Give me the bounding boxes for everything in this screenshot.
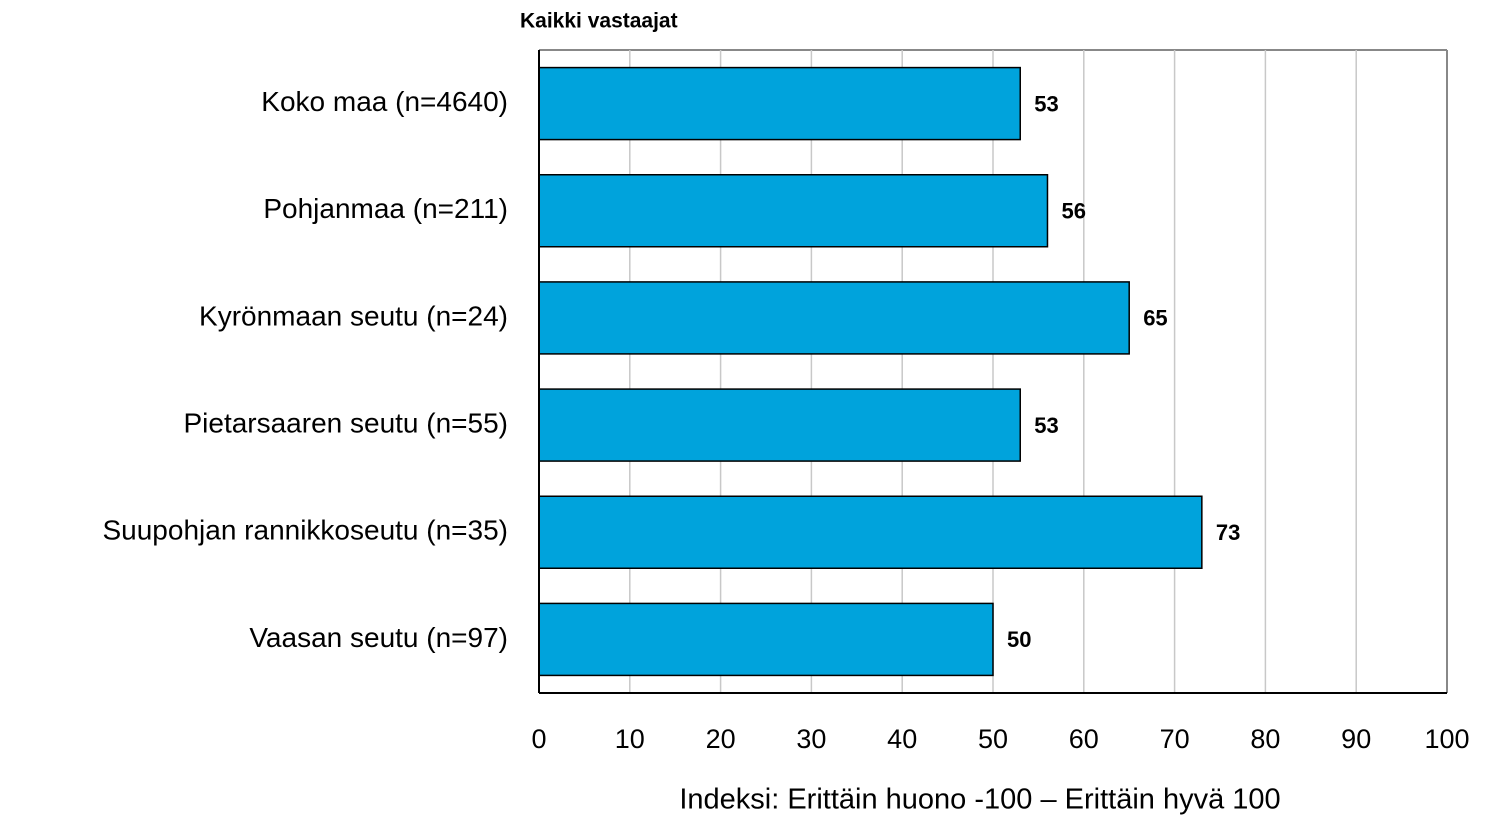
bar xyxy=(538,174,1049,248)
y-tick-label: Pohjanmaa (n=211) xyxy=(263,193,508,224)
x-tick-label: 20 xyxy=(706,724,736,754)
bar xyxy=(538,495,1203,569)
x-axis-label: Indeksi: Erittäin huono -100 – Erittäin … xyxy=(679,784,1280,816)
x-tick-label: 90 xyxy=(1341,724,1371,754)
data-label: 65 xyxy=(1143,306,1167,331)
x-tick-label: 30 xyxy=(796,724,826,754)
y-tick-label: Kyrönmaan seutu (n=24) xyxy=(199,300,508,331)
bar xyxy=(538,388,1021,462)
x-tick-label: 100 xyxy=(1424,724,1469,754)
bar xyxy=(538,281,1130,355)
y-tick-label: Vaasan seutu (n=97) xyxy=(249,622,508,653)
data-label: 73 xyxy=(1216,520,1240,545)
x-tick-label: 0 xyxy=(531,724,546,754)
x-tick-label: 40 xyxy=(887,724,917,754)
x-tick-label: 60 xyxy=(1069,724,1099,754)
y-tick-label: Pietarsaaren seutu (n=55) xyxy=(183,407,508,438)
data-label: 56 xyxy=(1061,199,1085,224)
data-label: 50 xyxy=(1007,627,1031,652)
y-tick-label: Suupohjan rannikkoseutu (n=35) xyxy=(102,515,508,546)
data-label: 53 xyxy=(1034,413,1058,438)
data-label: 53 xyxy=(1034,91,1058,116)
bar xyxy=(538,66,1021,141)
x-tick-label: 10 xyxy=(615,724,645,754)
bar xyxy=(538,602,994,677)
chart-title: Kaikki vastaajat xyxy=(520,10,678,33)
y-tick-label: Koko maa (n=4640) xyxy=(261,86,508,117)
x-tick-label: 80 xyxy=(1250,724,1280,754)
x-tick-label: 70 xyxy=(1160,724,1190,754)
x-tick-label: 50 xyxy=(978,724,1008,754)
